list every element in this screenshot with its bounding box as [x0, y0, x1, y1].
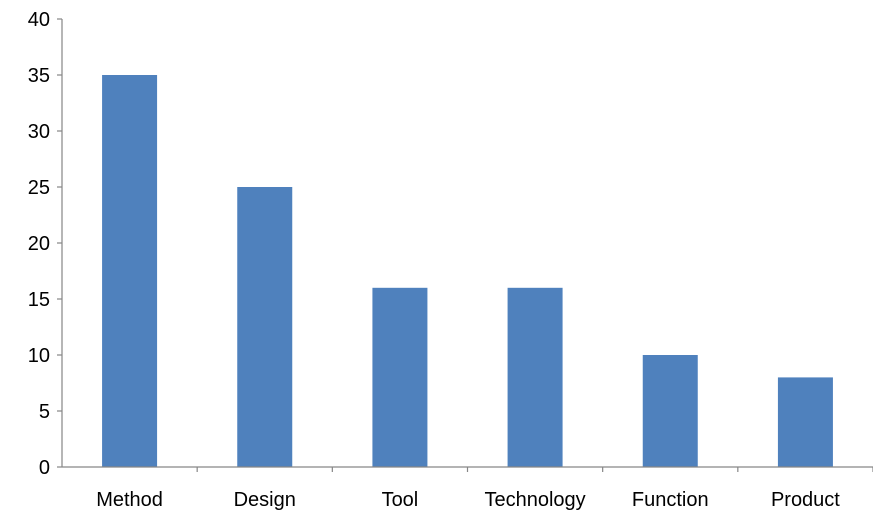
labels-layer: 0 5 10 15 20 25 30 35 40 Method Design Tool Technolo… — [28, 9, 841, 511]
y-tick-label: 20 — [28, 233, 50, 255]
x-tick-label: Technology — [484, 489, 585, 511]
y-tick-label: 30 — [28, 121, 50, 143]
y-tick-label: 15 — [28, 289, 50, 311]
y-tick-label: 40 — [28, 9, 50, 31]
y-tick-label: 35 — [28, 65, 50, 87]
bar-tool — [372, 287, 428, 467]
bars-layer — [102, 75, 833, 467]
bar-design — [237, 187, 293, 467]
y-tick-label: 10 — [28, 345, 50, 367]
y-tick-label: 0 — [39, 457, 50, 479]
x-tick-label: Function — [632, 489, 709, 511]
x-tick-label: Design — [234, 489, 296, 511]
axes-layer — [57, 18, 873, 472]
y-tick-label: 5 — [39, 401, 50, 423]
bar-technology — [507, 287, 563, 467]
x-tick-label: Method — [96, 489, 163, 511]
x-tick-label: Product — [771, 489, 840, 511]
x-tick-label: Tool — [382, 489, 419, 511]
bar-function — [642, 355, 698, 467]
bar-product — [777, 377, 833, 467]
y-tick-label: 25 — [28, 177, 50, 199]
bar-method — [102, 75, 158, 467]
